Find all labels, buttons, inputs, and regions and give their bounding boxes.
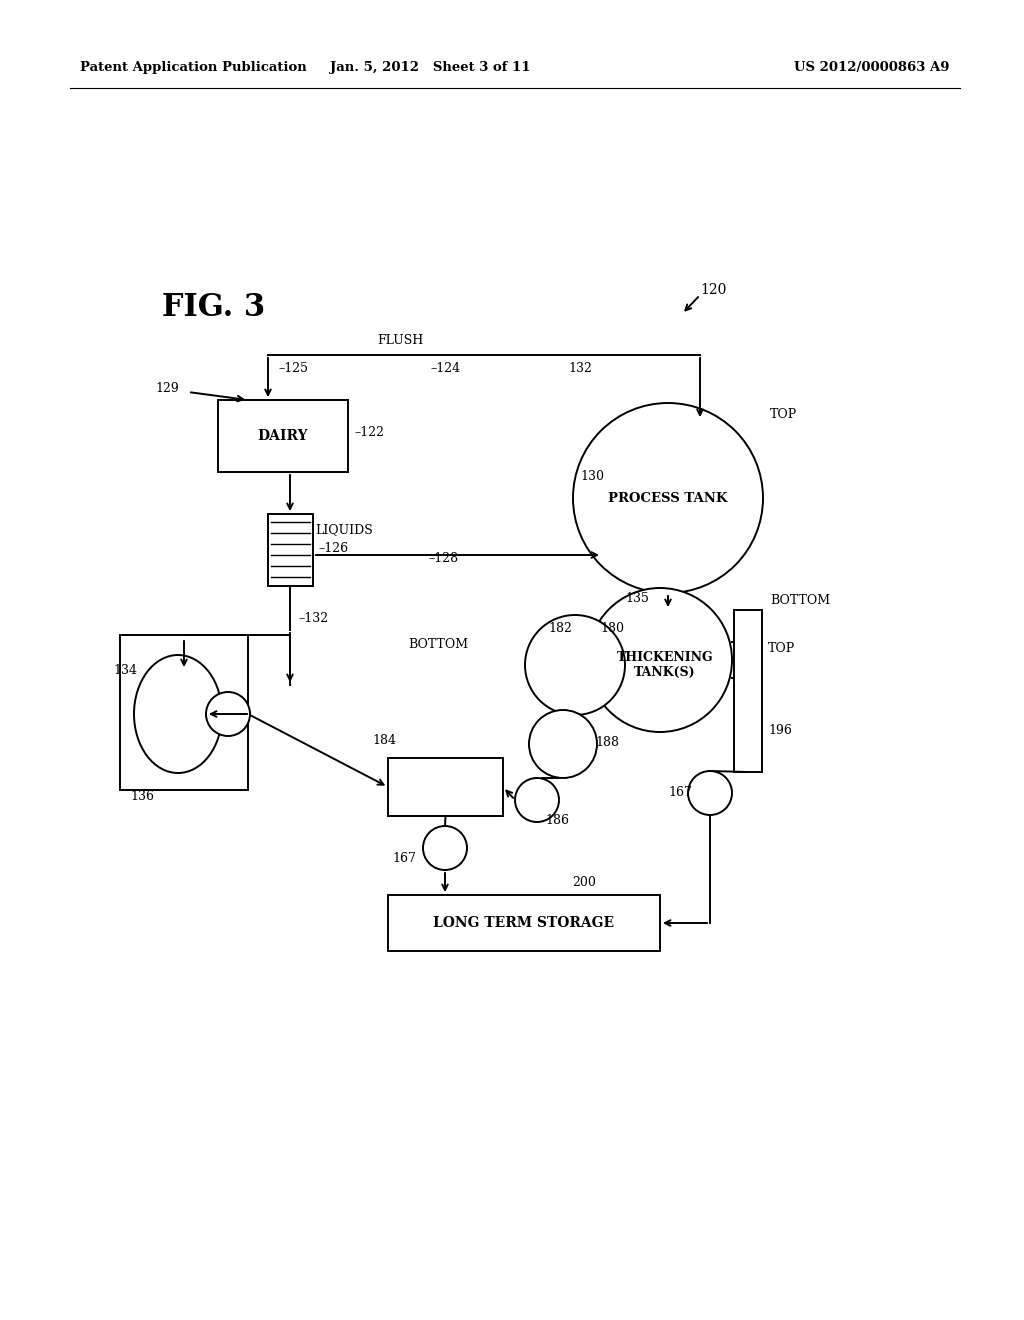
- Text: –132: –132: [298, 611, 328, 624]
- Circle shape: [688, 771, 732, 814]
- Text: –124: –124: [430, 362, 460, 375]
- Text: 167: 167: [668, 787, 692, 800]
- Text: 180: 180: [600, 622, 624, 635]
- Text: TOP: TOP: [770, 408, 798, 421]
- Text: –125: –125: [278, 362, 308, 375]
- Text: PROCESS TANK: PROCESS TANK: [608, 491, 728, 504]
- Text: LIQUIDS: LIQUIDS: [315, 524, 373, 536]
- Text: Jan. 5, 2012   Sheet 3 of 11: Jan. 5, 2012 Sheet 3 of 11: [330, 62, 530, 74]
- Text: US 2012/0000863 A9: US 2012/0000863 A9: [795, 62, 950, 74]
- Text: 134: 134: [113, 664, 137, 676]
- Text: 136: 136: [130, 789, 154, 803]
- Text: DAIRY: DAIRY: [258, 429, 308, 444]
- Circle shape: [573, 403, 763, 593]
- Circle shape: [525, 615, 625, 715]
- Bar: [734, 610, 762, 772]
- Text: –128: –128: [428, 552, 458, 565]
- Text: 200: 200: [572, 875, 596, 888]
- Circle shape: [515, 777, 559, 822]
- Text: –126: –126: [318, 541, 348, 554]
- Ellipse shape: [134, 655, 222, 774]
- Text: 196: 196: [768, 723, 792, 737]
- Circle shape: [206, 692, 250, 737]
- Circle shape: [588, 587, 732, 733]
- Text: 184: 184: [372, 734, 396, 747]
- Text: Patent Application Publication: Patent Application Publication: [80, 62, 307, 74]
- Text: BOTTOM: BOTTOM: [408, 639, 468, 652]
- Circle shape: [529, 710, 597, 777]
- Text: 182: 182: [548, 622, 571, 635]
- Text: 135: 135: [625, 591, 649, 605]
- Text: LONG TERM STORAGE: LONG TERM STORAGE: [433, 916, 614, 931]
- Text: THICKENING
TANK(S): THICKENING TANK(S): [616, 651, 714, 678]
- Circle shape: [423, 826, 467, 870]
- Text: 130: 130: [580, 470, 604, 483]
- Bar: [218, 400, 348, 473]
- Text: 129: 129: [155, 381, 179, 395]
- Text: BOTTOM: BOTTOM: [770, 594, 830, 606]
- Text: FIG. 3: FIG. 3: [162, 293, 265, 323]
- Text: 132: 132: [568, 362, 592, 375]
- Text: 167: 167: [392, 851, 416, 865]
- Bar: [388, 758, 503, 816]
- Text: 186: 186: [545, 813, 569, 826]
- Bar: [120, 635, 248, 789]
- Text: 188: 188: [595, 735, 618, 748]
- Bar: [268, 513, 313, 586]
- Text: TOP: TOP: [768, 642, 796, 655]
- Text: –122: –122: [354, 425, 384, 438]
- Text: 120: 120: [700, 282, 726, 297]
- Bar: [388, 895, 660, 950]
- Text: FLUSH: FLUSH: [377, 334, 423, 346]
